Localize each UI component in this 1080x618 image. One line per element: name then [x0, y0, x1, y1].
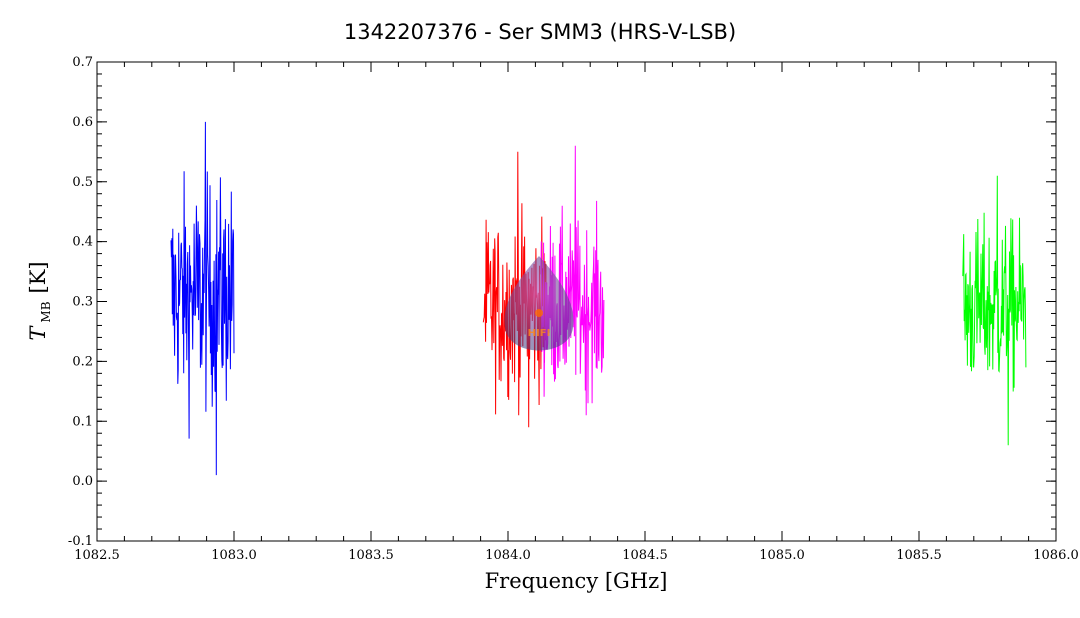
- y-tick-label: 0.4: [72, 235, 93, 250]
- svg-text:T MB [K]: T MB [K]: [26, 261, 54, 340]
- x-axis-label: Frequency [GHz]: [485, 569, 668, 593]
- y-tick-label: 0.2: [72, 354, 93, 369]
- logo-star: [535, 309, 543, 317]
- chart-title: 1342207376 - Ser SMM3 (HRS-V-LSB): [344, 20, 736, 44]
- spectrum-series-4: [962, 175, 1027, 446]
- hifi-logo: HIFI: [504, 256, 574, 351]
- x-tick-label: 1083.5: [348, 548, 394, 563]
- x-tick-label: 1084.0: [485, 548, 531, 563]
- y-tick-labels: -0.1 0.0 0.1 0.2 0.3 0.4 0.5 0.6 0.7: [68, 55, 93, 549]
- x-tick-label: 1082.5: [74, 548, 120, 563]
- axis-ticks: [96, 61, 1057, 542]
- x-tick-label: 1084.5: [622, 548, 668, 563]
- x-tick-label: 1083.0: [211, 548, 257, 563]
- y-tick-label: 0.5: [72, 175, 93, 190]
- y-axis-label: T MB [K]: [26, 261, 54, 340]
- y-axis-label-unit: [K]: [26, 261, 50, 293]
- x-tick-label: 1085.5: [896, 548, 942, 563]
- logo-text: HIFI: [528, 328, 551, 339]
- x-tick-label: 1086.0: [1033, 548, 1079, 563]
- x-tick-label: 1085.0: [759, 548, 805, 563]
- y-tick-label: 0.1: [72, 414, 93, 429]
- y-tick-label: 0.3: [72, 295, 93, 310]
- y-tick-label: 0.6: [72, 115, 93, 130]
- y-tick-label: -0.1: [68, 534, 93, 549]
- series-layer: [170, 121, 1027, 476]
- y-axis-label-sub: MB: [39, 301, 53, 322]
- x-tick-labels: 1082.5 1083.0 1083.5 1084.0 1084.5 1085.0 1085…: [74, 548, 1079, 563]
- logo-drop-shape: [504, 256, 574, 351]
- spectrum-series-1: [170, 121, 235, 476]
- y-tick-label: 0.7: [72, 55, 93, 70]
- y-axis-label-main: T: [26, 325, 50, 341]
- y-tick-label: 0.0: [72, 474, 93, 489]
